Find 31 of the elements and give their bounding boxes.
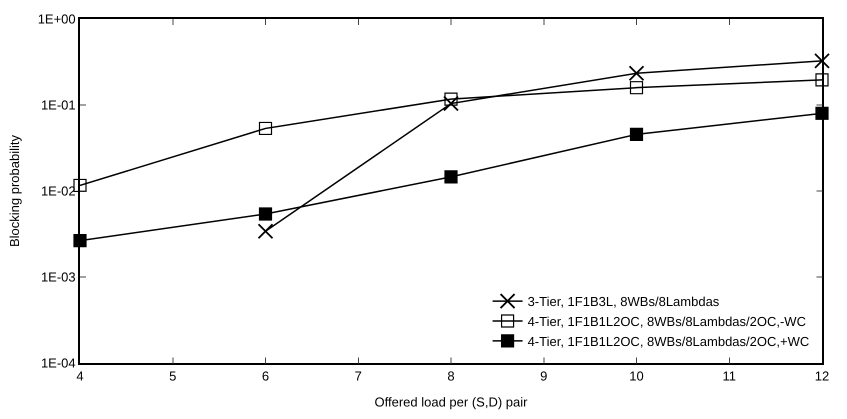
point (258, 223, 274, 240)
legend-label: 4-Tier, 1F1B1L2OC, 8WBs/8Lambdas/2OC,+WC (528, 334, 810, 349)
point (630, 128, 644, 142)
point (73, 178, 87, 192)
x-tick-label: 8 (447, 368, 455, 384)
x-tick-label: 10 (629, 368, 644, 384)
x-tick-label: 9 (540, 368, 548, 384)
point (444, 92, 458, 106)
point (628, 65, 644, 82)
y-tick-label: 1E-04 (40, 356, 76, 371)
x-tick-label: 12 (814, 368, 830, 384)
point (815, 73, 829, 86)
point (258, 122, 272, 136)
legend-label: 4-Tier, 1F1B1L2OC, 8WBs/8Lambdas/2OC,-WC (528, 314, 806, 330)
x-tick-label: 4 (76, 368, 84, 384)
x-tick-label: 11 (722, 368, 736, 384)
y-tick-label: 1E+00 (38, 12, 76, 27)
y-tick-label: 1E-03 (40, 270, 76, 285)
y-axis-title: Blocking probability (7, 134, 22, 248)
x-tick-label: 5 (169, 368, 176, 384)
point (258, 207, 272, 221)
point (444, 170, 458, 184)
y-tick-label: 1E-02 (40, 184, 76, 199)
point (443, 96, 459, 112)
x-tick-label: 7 (354, 368, 362, 384)
point (630, 81, 644, 94)
x-tick-label: 6 (262, 368, 270, 384)
legend-label: 3-Tier, 1F1B3L, 8WBs/8Lambdas (528, 294, 720, 310)
point (814, 52, 830, 69)
y-tick-label: 1E-01 (40, 98, 76, 113)
x-axis-title: Offered load per (S,D) pair (374, 394, 528, 410)
